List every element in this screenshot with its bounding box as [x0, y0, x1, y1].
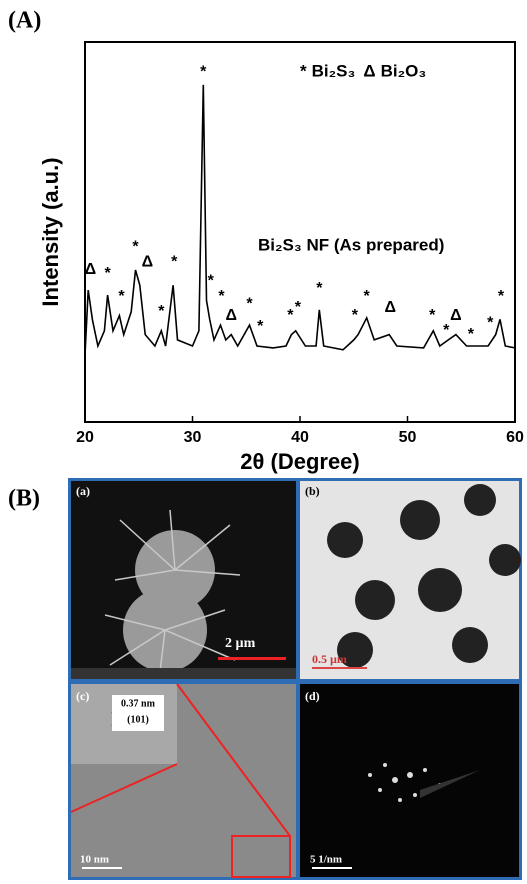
peak-marker: *: [295, 299, 302, 316]
annotation: Bi₂S₃ NF (As prepared): [258, 235, 444, 254]
x-tick-label: 20: [76, 429, 94, 446]
x-axis-label: 2θ (Degree): [240, 449, 360, 474]
peak-marker: *: [200, 64, 207, 81]
peak-marker: *: [118, 288, 125, 305]
legend: * Bi₂S₃ Δ Bi₂O₃: [300, 61, 426, 80]
scale-label: 0.5 µm: [312, 652, 347, 666]
panel-label: (B): [8, 486, 40, 512]
scale-label: 5 1/nm: [310, 854, 342, 866]
peak-marker: *: [246, 295, 253, 312]
peak-marker: *: [287, 307, 294, 324]
subpanel-label: (a): [76, 484, 90, 498]
image-panels: [68, 478, 522, 880]
lattice-plane: (101): [127, 714, 149, 725]
scale-bar: [312, 867, 352, 869]
saed-image: [300, 684, 519, 877]
xrd-line: [84, 84, 516, 356]
peak-marker: Δ: [142, 254, 154, 271]
peak-marker: *: [158, 303, 165, 320]
peak-marker: *: [429, 307, 436, 324]
peak-marker: *: [364, 288, 371, 305]
scale-bar: [82, 867, 122, 869]
panel-label: (A): [8, 8, 41, 34]
x-tick-label: 40: [291, 429, 309, 446]
peak-marker: *: [468, 326, 475, 343]
peak-marker: *: [257, 318, 264, 335]
subpanel-label: (c): [76, 689, 89, 703]
scale-label: 10 nm: [80, 854, 109, 866]
sem-info-bar: [71, 668, 296, 679]
scale-bar: [312, 667, 367, 669]
peak-marker: *: [171, 254, 178, 271]
legend-label: Bi₂O₃: [381, 61, 427, 80]
subpanel-label: (d): [305, 689, 320, 703]
legend-symbol: *: [300, 61, 307, 80]
peak-marker: *: [316, 280, 323, 297]
peak-marker: Δ: [225, 307, 237, 324]
peak-marker: Δ: [85, 261, 97, 278]
peak-marker: *: [443, 322, 450, 339]
peak-marker: *: [498, 288, 505, 305]
peak-marker: *: [208, 273, 215, 290]
lattice-spacing: 0.37 nm: [121, 698, 156, 709]
y-axis-label: Intensity (a.u.): [38, 157, 63, 306]
nanostars: [327, 484, 521, 668]
peak-marker: Δ: [450, 307, 462, 324]
peak-marker: *: [132, 238, 139, 255]
peak-marker: *: [104, 265, 111, 282]
legend-label: Bi₂S₃: [312, 61, 356, 80]
subpanel-label: (b): [305, 484, 320, 498]
inset-label-box: [112, 695, 164, 731]
scale-label: 2 µm: [225, 636, 256, 651]
legend-symbol: Δ: [363, 61, 375, 80]
peak-marker: *: [487, 314, 494, 331]
x-tick-label: 60: [506, 429, 524, 446]
peak-marker: *: [218, 288, 225, 305]
nanoflower-spikes: [104, 509, 241, 673]
peak-marker: *: [352, 307, 359, 324]
scale-bar: [218, 657, 286, 660]
x-tick-label: 30: [184, 429, 202, 446]
peak-marker: Δ: [385, 299, 397, 316]
plot-frame: [84, 41, 516, 423]
beam-stop: [420, 770, 480, 798]
zoom-lines: [70, 683, 291, 878]
x-tick-label: 50: [399, 429, 417, 446]
